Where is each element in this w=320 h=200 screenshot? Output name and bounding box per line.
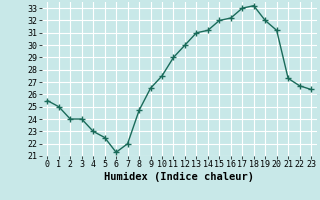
X-axis label: Humidex (Indice chaleur): Humidex (Indice chaleur) [104, 172, 254, 182]
